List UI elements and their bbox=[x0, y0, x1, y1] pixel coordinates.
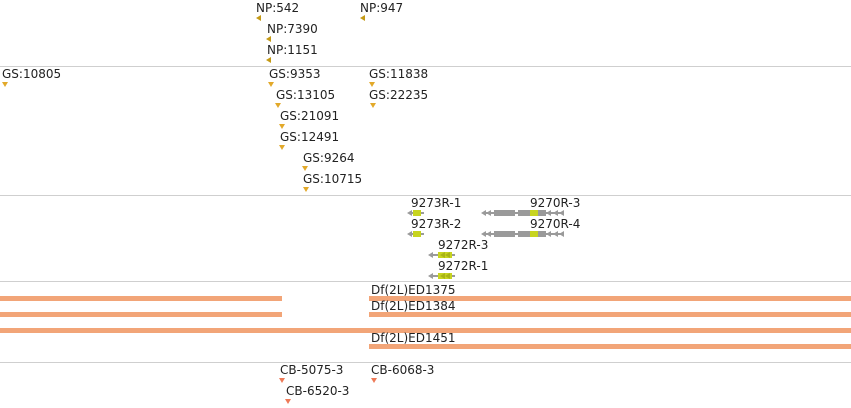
deficiency-bar[interactable] bbox=[0, 328, 851, 333]
strand-arrow-icon bbox=[546, 210, 551, 216]
deficiency-label[interactable]: Df(2L)ED1384 bbox=[371, 299, 456, 313]
track-separator bbox=[0, 66, 851, 67]
deficiency-bar-df-2l-ed1375[interactable] bbox=[369, 296, 851, 301]
cb-feature-label[interactable]: CB-6520-3 bbox=[286, 384, 350, 398]
gs-feature-marker[interactable] bbox=[279, 124, 285, 129]
cb-feature-marker[interactable] bbox=[371, 378, 377, 383]
transcript-label[interactable]: 9273R-2 bbox=[411, 217, 462, 231]
gs-feature-marker[interactable] bbox=[268, 82, 274, 87]
strand-arrow-icon bbox=[481, 210, 486, 216]
cb-feature-label[interactable]: CB-6068-3 bbox=[371, 363, 435, 377]
transcript-label[interactable]: 9270R-4 bbox=[530, 217, 581, 231]
gs-feature-marker[interactable] bbox=[275, 103, 281, 108]
deficiency-bar[interactable] bbox=[0, 296, 282, 301]
track-separator bbox=[0, 281, 851, 282]
strand-arrow-icon bbox=[553, 231, 558, 237]
gs-feature-label[interactable]: GS:21091 bbox=[280, 109, 340, 123]
deficiency-bar-df-2l-ed1451[interactable] bbox=[369, 344, 851, 349]
gs-feature-label[interactable]: GS:9353 bbox=[269, 67, 321, 81]
transcript-label[interactable]: 9273R-1 bbox=[411, 196, 462, 210]
gs-feature-marker[interactable] bbox=[279, 145, 285, 150]
gs-feature-label[interactable]: GS:13105 bbox=[276, 88, 336, 102]
np-feature-label[interactable]: NP:542 bbox=[256, 1, 300, 15]
transcript-label[interactable]: 9272R-1 bbox=[438, 259, 489, 273]
strand-arrow-icon bbox=[559, 231, 564, 237]
cds-block bbox=[530, 231, 538, 237]
deficiency-bar-df-2l-ed1384[interactable] bbox=[369, 312, 851, 317]
cds-block bbox=[530, 210, 538, 216]
strand-arrow-icon bbox=[440, 252, 445, 258]
cds-block bbox=[413, 210, 421, 216]
strand-arrow-icon bbox=[407, 231, 412, 237]
strand-arrow-icon bbox=[445, 273, 450, 279]
transcript-label[interactable]: 9272R-3 bbox=[438, 238, 489, 252]
np-feature-marker[interactable] bbox=[266, 57, 271, 63]
np-feature-label[interactable]: NP:7390 bbox=[267, 22, 318, 36]
gs-feature-marker[interactable] bbox=[303, 187, 309, 192]
strand-arrow-icon bbox=[440, 273, 445, 279]
cb-feature-marker[interactable] bbox=[279, 378, 285, 383]
gs-feature-label[interactable]: GS:10805 bbox=[2, 67, 62, 81]
exon-block bbox=[538, 231, 546, 237]
gs-feature-marker[interactable] bbox=[370, 103, 376, 108]
strand-arrow-icon bbox=[559, 210, 564, 216]
exon-block bbox=[494, 231, 515, 237]
gs-feature-label[interactable]: GS:11838 bbox=[369, 67, 429, 81]
gs-feature-marker[interactable] bbox=[369, 82, 375, 87]
cds-block bbox=[413, 231, 421, 237]
strand-arrow-icon bbox=[553, 210, 558, 216]
gs-feature-marker[interactable] bbox=[302, 166, 308, 171]
np-feature-marker[interactable] bbox=[360, 15, 365, 21]
deficiency-label[interactable]: Df(2L)ED1375 bbox=[371, 283, 456, 297]
strand-arrow-icon bbox=[546, 231, 551, 237]
strand-arrow-icon bbox=[445, 252, 450, 258]
np-feature-label[interactable]: NP:947 bbox=[360, 1, 404, 15]
strand-arrow-icon bbox=[481, 231, 486, 237]
gs-feature-marker[interactable] bbox=[2, 82, 8, 87]
np-feature-label[interactable]: NP:1151 bbox=[267, 43, 318, 57]
gs-feature-label[interactable]: GS:10715 bbox=[303, 172, 363, 186]
gs-feature-label[interactable]: GS:12491 bbox=[280, 130, 340, 144]
track-separator bbox=[0, 195, 851, 196]
track-separator bbox=[0, 362, 851, 363]
np-feature-marker[interactable] bbox=[266, 36, 271, 42]
deficiency-bar[interactable] bbox=[0, 312, 282, 317]
exon-block bbox=[538, 210, 546, 216]
cb-feature-label[interactable]: CB-5075-3 bbox=[280, 363, 344, 377]
transcript-label[interactable]: 9270R-3 bbox=[530, 196, 581, 210]
strand-arrow-icon bbox=[407, 210, 412, 216]
deficiency-label[interactable]: Df(2L)ED1451 bbox=[371, 331, 456, 345]
gs-feature-label[interactable]: GS:22235 bbox=[369, 88, 429, 102]
strand-arrow-icon bbox=[428, 273, 433, 279]
exon-block bbox=[518, 210, 530, 216]
strand-arrow-icon bbox=[428, 252, 433, 258]
np-feature-marker[interactable] bbox=[256, 15, 261, 21]
gs-feature-label[interactable]: GS:9264 bbox=[303, 151, 355, 165]
cb-feature-marker[interactable] bbox=[285, 399, 291, 404]
exon-block bbox=[518, 231, 530, 237]
exon-block bbox=[494, 210, 515, 216]
